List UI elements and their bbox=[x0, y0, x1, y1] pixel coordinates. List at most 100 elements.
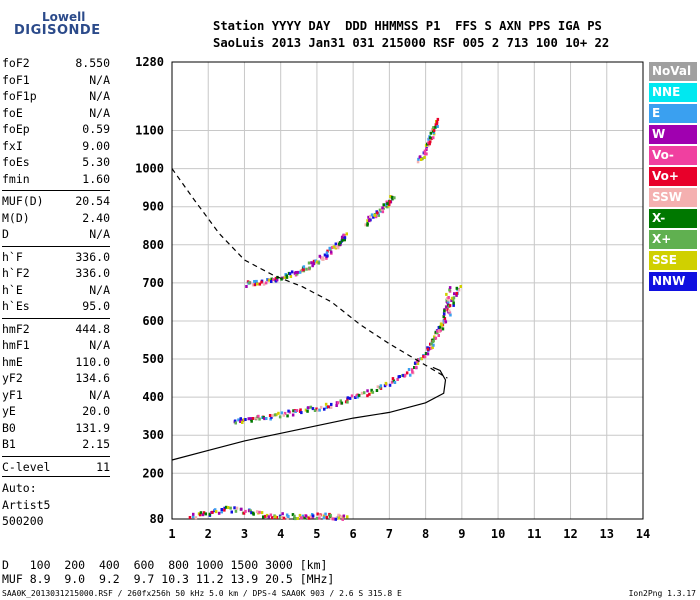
param-row-foes: foEs 5.30 bbox=[2, 155, 110, 171]
trace-point bbox=[380, 209, 383, 213]
param-name: foE bbox=[2, 105, 23, 120]
auto-version: 500200 bbox=[2, 514, 44, 528]
electron-density-profile bbox=[171, 366, 447, 461]
trace-point bbox=[242, 511, 246, 515]
trace-point bbox=[256, 282, 259, 286]
param-name: foF1p bbox=[2, 89, 37, 103]
trace-point bbox=[229, 506, 232, 510]
trace-point bbox=[445, 305, 448, 309]
legend-item-e: E bbox=[649, 104, 697, 123]
param-name: h`Es bbox=[2, 299, 30, 313]
trace-point bbox=[432, 131, 435, 135]
trace-point bbox=[299, 408, 302, 412]
x-tick-label: 13 bbox=[600, 527, 614, 541]
param-value: N/A bbox=[89, 387, 110, 402]
plot-frame bbox=[171, 61, 644, 520]
trace-point bbox=[268, 414, 272, 417]
trace-point bbox=[346, 396, 350, 400]
trace-point bbox=[240, 507, 243, 511]
trace-point bbox=[369, 214, 372, 218]
trace-point bbox=[267, 515, 270, 519]
trace-point bbox=[192, 512, 195, 516]
muf-values: 8.9 9.0 9.2 9.7 10.3 11.2 13.9 20.5 [MHz… bbox=[29, 572, 335, 586]
trace-point bbox=[341, 238, 344, 242]
muf-label: MUF bbox=[2, 572, 23, 586]
logo-line1: Lowell bbox=[42, 10, 86, 24]
trace-point bbox=[251, 283, 255, 287]
trace-point bbox=[325, 405, 328, 409]
trace-point bbox=[432, 128, 436, 132]
trace-point bbox=[426, 347, 430, 351]
trace-point bbox=[301, 514, 305, 518]
trace-point bbox=[306, 409, 309, 413]
trace-point bbox=[226, 506, 230, 509]
param-value: 95.0 bbox=[82, 299, 110, 313]
param-value: 20.0 bbox=[82, 404, 110, 418]
trace-point bbox=[446, 296, 449, 300]
trace-point bbox=[398, 375, 401, 378]
param-name: h`E bbox=[2, 282, 23, 297]
param-name: B1 bbox=[2, 437, 16, 451]
trace-point bbox=[287, 515, 290, 518]
trace-point bbox=[302, 268, 305, 272]
trace-point bbox=[366, 394, 369, 398]
trace-point bbox=[434, 123, 438, 127]
trace-point bbox=[429, 346, 433, 350]
trace-point bbox=[269, 513, 273, 517]
trace-point bbox=[264, 514, 267, 518]
x-tick-label: 5 bbox=[313, 527, 320, 541]
trace-point bbox=[429, 131, 433, 135]
trace-point bbox=[383, 205, 386, 209]
param-row-h-e: h`E N/A bbox=[2, 283, 110, 299]
trace-point bbox=[432, 136, 435, 140]
trace-point bbox=[325, 515, 329, 519]
y-tick-label: 1000 bbox=[135, 162, 164, 176]
legend-item-x-: X+ bbox=[649, 230, 697, 249]
x-tick-label: 3 bbox=[241, 527, 248, 541]
param-row-foe: foE N/A bbox=[2, 106, 110, 122]
param-row-ye: yE 20.0 bbox=[2, 404, 110, 420]
trace-point bbox=[270, 516, 274, 520]
trace-point bbox=[334, 517, 337, 521]
trace-point bbox=[244, 418, 247, 421]
trace-point bbox=[274, 515, 277, 519]
param-separator bbox=[2, 190, 110, 191]
trace-point bbox=[312, 259, 316, 263]
trace-point bbox=[449, 313, 452, 317]
param-row-fof1: foF1 N/A bbox=[2, 73, 110, 89]
trace-point bbox=[318, 514, 322, 518]
param-value: 0.59 bbox=[82, 122, 110, 136]
x-tick-label: 11 bbox=[527, 527, 541, 541]
trace-point bbox=[237, 418, 240, 422]
trace-point bbox=[288, 410, 292, 414]
trace-point bbox=[447, 309, 451, 313]
trace-point bbox=[323, 253, 327, 257]
trace-point bbox=[211, 510, 214, 514]
trace-point bbox=[328, 246, 331, 250]
trace-point bbox=[291, 513, 295, 517]
trace-point bbox=[444, 320, 448, 324]
param-name: MUF(D) bbox=[2, 194, 44, 208]
param-name: M(D) bbox=[2, 210, 30, 225]
trace-point bbox=[329, 250, 333, 254]
trace-point bbox=[388, 202, 391, 206]
trace-point bbox=[440, 323, 444, 327]
y-tick-label: 800 bbox=[142, 238, 164, 252]
trace-point bbox=[213, 508, 217, 512]
legend-item-nnw: NNW bbox=[649, 272, 697, 291]
trace-point bbox=[247, 417, 250, 421]
param-name: hmE bbox=[2, 354, 23, 369]
trace-point bbox=[298, 270, 302, 274]
trace-point bbox=[437, 334, 440, 337]
trace-point bbox=[268, 278, 271, 282]
trace-point bbox=[269, 417, 272, 421]
trace-point bbox=[342, 514, 346, 518]
y-tick-label: 300 bbox=[142, 428, 164, 442]
trace-point bbox=[330, 246, 334, 250]
trace-point bbox=[251, 417, 255, 420]
trace-point bbox=[253, 283, 257, 287]
d-label: D bbox=[2, 558, 9, 572]
trace-point bbox=[367, 215, 370, 219]
trace-point bbox=[214, 510, 218, 514]
